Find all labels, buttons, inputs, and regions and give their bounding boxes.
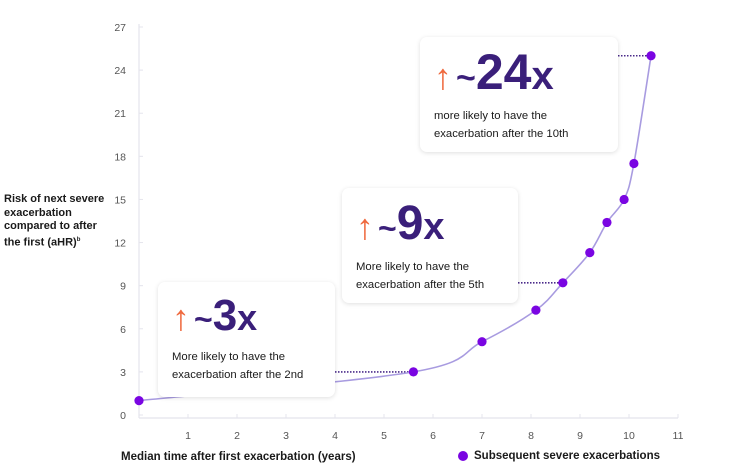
data-point (629, 158, 639, 169)
data-point (585, 248, 595, 258)
legend-marker-icon (458, 451, 468, 461)
data-point (477, 337, 487, 347)
x-tick-label: 8 (528, 430, 534, 442)
multiplier-value: 24 (475, 44, 532, 100)
x-tick-label: 6 (430, 430, 436, 442)
y-tick-label: 3 (120, 367, 126, 379)
annotation-card-9x: ↑ ~ 9 x More likely to have the exacerba… (342, 188, 518, 303)
up-arrow-icon: ↑ (434, 56, 452, 97)
data-point (602, 217, 612, 228)
x-axis-label: Median time after first exacerbation (ye… (121, 451, 356, 463)
annotation-leaders (335, 54, 652, 373)
x-tick-label: 7 (479, 430, 485, 442)
y-axis-label: Risk of next severe exacerbation compare… (4, 193, 105, 249)
x-tick-label: 9 (577, 430, 583, 442)
annotation-card-3x: ↑ ~ 3 x More likely to have the exacerba… (158, 282, 335, 397)
annotation-card-24x: ↑ ~ 24 x more likely to have the exacerb… (420, 37, 618, 152)
y-tick-label: 18 (114, 151, 126, 163)
data-point (646, 51, 656, 61)
x-tick-label: 1 (185, 430, 191, 442)
up-arrow-icon: ↑ (356, 206, 374, 247)
x-tick-label: 5 (381, 430, 387, 442)
multiplier-value: 9 (396, 197, 424, 250)
x-tick-label: 10 (623, 430, 635, 442)
series-points (134, 51, 656, 406)
data-point (558, 278, 568, 288)
multiplier-value: 3 (212, 291, 238, 340)
x-tick-label: 11 (673, 430, 684, 442)
y-tick-label: 0 (120, 410, 126, 422)
x-tick-label: 2 (234, 430, 240, 442)
x-tick-label: 3 (283, 430, 289, 442)
data-point (408, 367, 418, 377)
data-point (531, 305, 541, 315)
y-tick-label: 15 (114, 194, 126, 206)
y-tick-label: 24 (114, 65, 126, 77)
y-tick-label: 9 (120, 281, 126, 293)
data-point (619, 194, 629, 205)
up-arrow-icon: ↑ (172, 297, 190, 338)
data-point (134, 396, 144, 406)
y-tick-label: 12 (114, 238, 126, 250)
y-tick-label: 27 (114, 22, 126, 34)
legend-label: Subsequent severe exacerbations (474, 450, 660, 462)
x-tick-label: 4 (332, 430, 338, 442)
legend: Subsequent severe exacerbations (458, 450, 660, 462)
y-tick-label: 21 (114, 108, 126, 120)
y-tick-label: 6 (120, 324, 126, 336)
